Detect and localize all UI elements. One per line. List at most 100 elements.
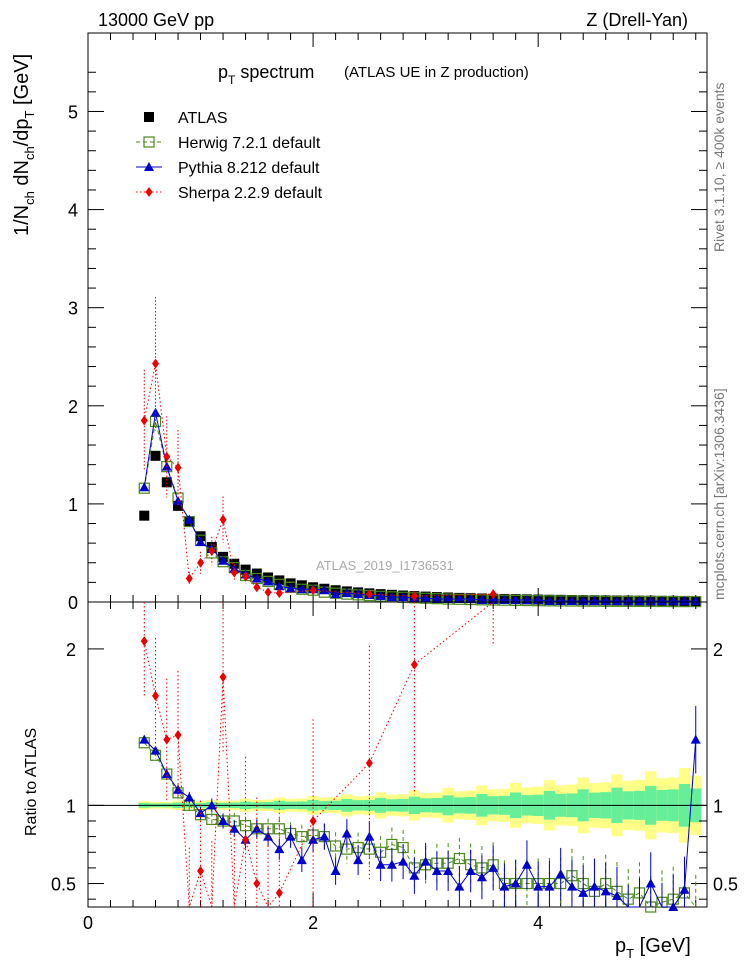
- ratio-y-tick-label-right: 1: [713, 796, 723, 816]
- ratio-point-triangle: [454, 881, 465, 891]
- point-square: [161, 477, 172, 488]
- point-diamond: [219, 514, 227, 525]
- point-triangle: [251, 573, 262, 583]
- point-triangle: [420, 593, 431, 603]
- ratio-point-triangle: [308, 834, 319, 844]
- ratio-point-triangle: [375, 859, 386, 869]
- ratio-point-diamond: [219, 672, 227, 683]
- ratio-point-diamond: [242, 834, 250, 845]
- ratio-point-triangle: [578, 887, 589, 897]
- ratio-y-tick-label: 0.5: [51, 875, 76, 895]
- y-axis-label-main: 1/N: [11, 205, 33, 236]
- ratio-point-diamond: [163, 734, 171, 745]
- ratio-point-triangle: [679, 884, 690, 894]
- ratio-y-axis-label: Ratio to ATLAS: [23, 728, 40, 836]
- point-diamond: [489, 589, 497, 600]
- point-triangle: [690, 596, 701, 606]
- point-triangle: [611, 596, 622, 606]
- y-axis-label: 1/Nch dNch/dpT [GeV]: [11, 54, 37, 236]
- point-triangle: [600, 596, 611, 606]
- point-square: [139, 510, 150, 521]
- ratio-point-diamond: [174, 729, 182, 740]
- ratio-panel-frame: [87, 601, 708, 908]
- ratio-point-triangle: [173, 784, 184, 794]
- x-axis-label-unit: [GeV]: [634, 935, 691, 957]
- legend-marker: [145, 187, 153, 197]
- x-tick-label: 4: [533, 913, 543, 933]
- y-label-part-5: [GeV]: [11, 54, 33, 111]
- ratio-point-triangle: [443, 866, 454, 876]
- point-open-square: [149, 415, 162, 428]
- ratio-point-triangle: [668, 902, 679, 911]
- main-panel: 0 1 2 3 4 5: [68, 32, 708, 613]
- point-triangle: [454, 594, 465, 604]
- ratio-point-triangle: [521, 859, 532, 869]
- point-triangle: [139, 482, 150, 492]
- point-triangle: [150, 407, 161, 417]
- ratio-point-triangle: [465, 866, 476, 876]
- point-diamond: [208, 545, 216, 556]
- point-square: [150, 450, 161, 461]
- point-square: [173, 500, 184, 511]
- ratio-point-triangle: [499, 881, 510, 891]
- ratio-point-open-square: [330, 840, 342, 852]
- ratio-y-tick-label: 1: [66, 796, 76, 816]
- y-label-part-0: ch: [22, 191, 37, 205]
- point-triangle: [398, 592, 409, 602]
- x-tick-labels: 0 2 4: [83, 913, 543, 933]
- point-triangle: [578, 596, 589, 606]
- ratio-point-triangle: [589, 881, 600, 891]
- point-triangle: [263, 576, 274, 586]
- point-diamond: [309, 585, 317, 596]
- y-label-part-2: ch: [22, 146, 37, 160]
- ratio-point-diamond: [410, 659, 418, 670]
- point-diamond: [365, 589, 373, 600]
- ratio-line-3: [143, 601, 494, 908]
- x-axis-label-sub: T: [626, 946, 634, 961]
- ratio-point-triangle: [510, 878, 521, 888]
- ratio-y-tick-label-right: 2: [713, 640, 723, 660]
- y-tick-label: 1: [68, 495, 78, 515]
- ratio-point-open-square: [296, 831, 308, 843]
- legend-marker: [143, 136, 155, 148]
- y-tick-label: 5: [68, 102, 78, 122]
- y-tick-label: 4: [68, 201, 78, 221]
- legend-label: Sherpa 2.2.9 default: [178, 185, 323, 202]
- ratio-point-triangle: [206, 800, 217, 810]
- ratio-point-triangle: [555, 869, 566, 879]
- ratio-point-diamond: [140, 636, 148, 647]
- point-triangle: [555, 596, 566, 606]
- point-diamond: [185, 573, 193, 584]
- ratio-point-triangle: [431, 866, 442, 876]
- analysis-tag: ATLAS_2019_I1736531: [316, 558, 454, 573]
- ratio-point-triangle: [488, 862, 499, 872]
- ratio-point-open-square: [453, 852, 465, 865]
- point-triangle: [285, 583, 296, 593]
- ratio-point-triangle: [341, 828, 352, 838]
- ratio-point-triangle: [386, 859, 397, 869]
- ratio-point-diamond: [275, 887, 283, 898]
- ratio-point-triangle: [533, 881, 544, 891]
- ratio-point-open-square: [239, 820, 252, 832]
- point-triangle: [386, 592, 397, 602]
- point-diamond: [197, 557, 205, 568]
- x-tick-label: 2: [308, 913, 318, 933]
- ratio-point-triangle: [611, 891, 622, 901]
- main-panel-tick-labels: 0 1 2 3 4 5: [68, 102, 78, 613]
- point-diamond: [242, 571, 250, 582]
- ratio-point-open-square: [206, 813, 218, 826]
- ratio-point-diamond: [309, 815, 317, 826]
- point-triangle: [218, 555, 229, 565]
- ratio-point-triangle: [330, 866, 341, 876]
- point-triangle: [589, 596, 600, 606]
- ratio-point-diamond: [365, 758, 373, 769]
- ratio-point-triangle: [296, 855, 307, 865]
- legend-label: ATLAS: [178, 110, 228, 127]
- ratio-point-triangle: [274, 844, 285, 854]
- ratio-panel-series: [138, 601, 701, 913]
- ratio-point-triangle: [398, 856, 409, 866]
- point-triangle: [330, 589, 341, 599]
- ratio-point-triangle: [690, 734, 701, 744]
- y-label-part-1: dN: [11, 160, 33, 191]
